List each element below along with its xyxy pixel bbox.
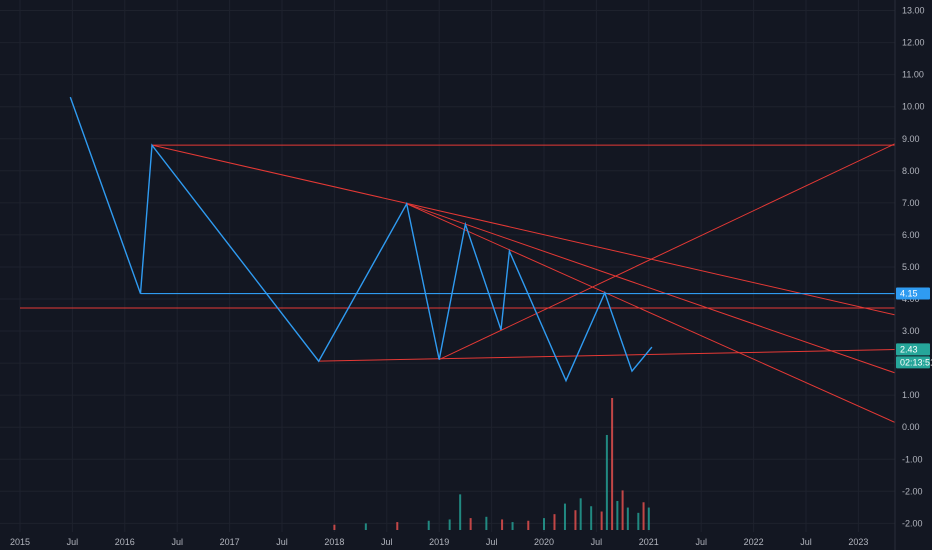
- x-tick-label: 2022: [744, 537, 764, 547]
- price-line: [69, 96, 653, 383]
- trend-line: [406, 203, 896, 374]
- x-tick-label: 2016: [115, 537, 135, 547]
- volume-bar: [637, 512, 640, 530]
- x-tick-label: 2018: [324, 537, 344, 547]
- y-tick-label: 8.00: [902, 166, 920, 176]
- volume-bar: [616, 500, 619, 530]
- volume-bar: [621, 490, 624, 530]
- trend-line: [406, 203, 896, 423]
- time-axis[interactable]: 2015 Jul 2016 Jul 2017 Jul 2018 Jul 2019 Jul 2020 J…: [10, 537, 868, 547]
- volume-bar: [611, 398, 614, 530]
- y-tick-label: 7.00: [902, 198, 920, 208]
- y-tick-label: 0.00: [902, 422, 920, 432]
- volume-bar: [600, 511, 603, 530]
- x-tick-label: Jul: [171, 537, 183, 547]
- price-badge-support: 4.15: [900, 289, 918, 299]
- y-tick-label: 9.00: [902, 134, 920, 144]
- volume-bar: [527, 520, 530, 530]
- y-tick-label: -1.00: [902, 454, 923, 464]
- y-tick-label: 10.00: [902, 102, 925, 112]
- volume-bar: [333, 524, 336, 530]
- volume-bar: [459, 494, 462, 530]
- y-tick-label: -2.00: [902, 486, 923, 496]
- volume-bar: [553, 514, 556, 530]
- y-tick-label: 6.00: [902, 230, 920, 240]
- volume-bar: [396, 522, 399, 530]
- volume-bar: [469, 518, 472, 530]
- x-tick-label: Jul: [695, 537, 707, 547]
- x-tick-label: Jul: [800, 537, 812, 547]
- volume-bar: [427, 520, 430, 530]
- y-tick-label: 12.00: [902, 38, 925, 48]
- x-tick-label: 2017: [220, 537, 240, 547]
- x-tick-label: 2020: [534, 537, 554, 547]
- x-tick-label: 2015: [10, 537, 30, 547]
- volume-bar: [563, 503, 566, 530]
- volume-bar: [364, 523, 367, 530]
- volume-bar: [511, 522, 514, 530]
- volume-bar: [543, 518, 545, 530]
- volume-bar: [574, 510, 577, 530]
- volume-bar: [626, 507, 629, 530]
- x-tick-label: Jul: [276, 537, 288, 547]
- y-tick-label: 3.00: [902, 326, 920, 336]
- trend-lines: [20, 143, 896, 423]
- grid: [0, 0, 895, 532]
- volume-bar: [590, 506, 593, 530]
- price-badge-support-bg: [896, 287, 930, 300]
- y-tick-label: 5.00: [902, 262, 920, 272]
- volume-bar: [579, 498, 582, 530]
- x-tick-label: 2023: [848, 537, 868, 547]
- y-tick-label: 13.00: [902, 6, 925, 16]
- volume-bar: [448, 519, 451, 530]
- countdown-badge-bg: [896, 356, 930, 369]
- price-series: [69, 96, 653, 383]
- trend-line: [318, 349, 896, 362]
- volume-bar: [642, 502, 645, 530]
- x-tick-label: 2021: [639, 537, 659, 547]
- price-badge-last-bg: [896, 343, 930, 356]
- countdown-badge: 02:13:51: [900, 357, 932, 367]
- price-badge-last: 2.43: [900, 344, 918, 354]
- volume-bars: [333, 398, 650, 530]
- trend-line: [151, 144, 896, 316]
- x-tick-label: Jul: [381, 537, 393, 547]
- x-tick-label: 2019: [429, 537, 449, 547]
- y-tick-label: -2.00: [902, 518, 923, 528]
- y-tick-label: 11.00: [902, 70, 924, 80]
- x-tick-label: Jul: [591, 537, 603, 547]
- trend-line: [438, 143, 896, 361]
- x-tick-label: Jul: [486, 537, 498, 547]
- volume-bar: [647, 507, 650, 530]
- x-tick-label: Jul: [67, 537, 79, 547]
- volume-bar: [501, 519, 504, 530]
- volume-bar: [605, 434, 608, 530]
- volume-bar: [485, 516, 488, 530]
- price-badges: 4.15 2.43 02:13:51: [896, 287, 932, 369]
- y-tick-label: 1.00: [902, 390, 920, 400]
